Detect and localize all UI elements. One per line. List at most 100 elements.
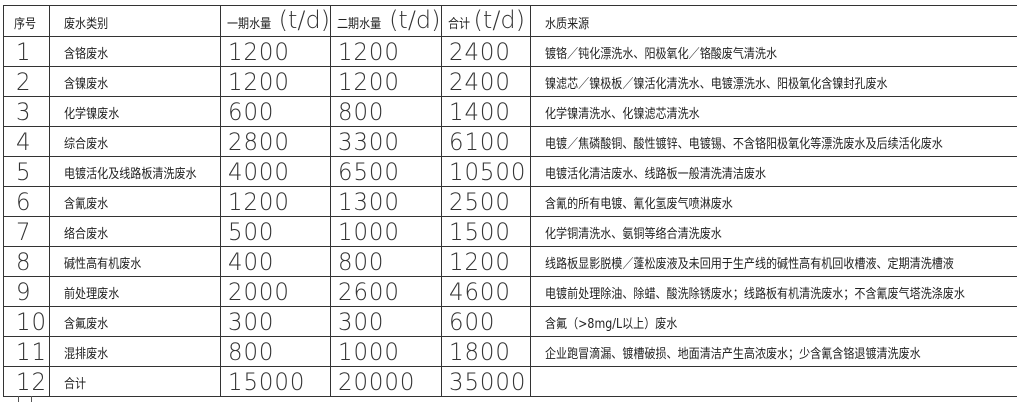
wastewater-type-cell: 碱性高有机废水 <box>48 246 221 277</box>
wastewater-type-cell: 前处理废水 <box>48 276 221 307</box>
water-source-cell: 镍滤芯／镍极板／镍活化清洗水、电镀漂洗水、阳极氧化含镍封孔废水 <box>529 66 1017 97</box>
row-number-cell: 10 <box>3 306 50 337</box>
row-number-cell: 3 <box>3 96 50 127</box>
phase2-volume-cell: 3300 <box>330 126 442 157</box>
row-number: 11 <box>16 338 47 366</box>
water-source-cell: 线路板显影脱模／蓬松废液及未回用于生产线的碱性高有机回收槽液、定期清洗槽液 <box>529 246 1017 277</box>
phase1-volume: 800 <box>227 338 274 366</box>
row-number-cell: 9 <box>3 276 50 307</box>
table-row: 6 含氰废水 1200 1300 2500 含氰的所有电镀、氰化氢废气喷淋废水 <box>3 186 1017 217</box>
wastewater-type: 含氟废水 <box>63 317 108 332</box>
water-source-cell: 电镀／焦磷酸铜、酸性镀锌、电镀锡、不含铬阳极氧化等漂洗废水及后续活化废水 <box>529 126 1017 157</box>
row-number-cell: 1 <box>3 36 50 67</box>
phase2-volume-cell: 2600 <box>330 276 442 307</box>
row-number-cell: 4 <box>3 126 50 157</box>
wastewater-type: 络合废水 <box>63 227 108 242</box>
phase2-volume-cell: 1200 <box>330 66 442 97</box>
phase1-volume-cell: 400 <box>219 246 332 277</box>
wastewater-type-cell: 化学镍废水 <box>48 96 221 127</box>
phase1-volume: 600 <box>227 98 274 126</box>
row-number-cell: 7 <box>3 216 50 247</box>
wastewater-type: 碱性高有机废水 <box>63 257 141 272</box>
row-number: 5 <box>16 158 32 186</box>
water-source: 镍滤芯／镍极板／镍活化清洗水、电镀漂洗水、阳极氧化含镍封孔废水 <box>544 77 888 92</box>
phase2-volume: 1000 <box>338 218 400 246</box>
total-volume-cell: 2500 <box>440 186 531 217</box>
total-volume: 1400 <box>448 98 511 126</box>
header-source: 水质来源 <box>529 5 1017 37</box>
phase1-volume-cell: 2800 <box>219 126 332 157</box>
table-row: 5 电镀活化及线路板清洗废水 4000 6500 10500 电镀活化清洁废水、线路板一般… <box>3 156 1017 187</box>
row-number: 12 <box>16 368 47 396</box>
total-volume-cell: 2400 <box>440 66 531 97</box>
header-no: 序号 <box>3 5 50 37</box>
wastewater-type-cell: 电镀活化及线路板清洗废水 <box>48 156 221 187</box>
wastewater-type-cell: 络合废水 <box>48 216 221 247</box>
table-row: 11 混排废水 800 1000 1800 企业跑冒滴漏、镀槽破损、地面清洁产生高浓废水；… <box>3 336 1017 367</box>
phase1-volume-cell: 4000 <box>219 156 332 187</box>
phase1-volume-cell: 600 <box>219 96 332 127</box>
water-source-cell <box>529 366 1017 397</box>
table-row: 4 综合废水 2800 3300 6100 电镀／焦磷酸铜、酸性镀锌、电镀锡、不含铬阳极氧… <box>3 126 1017 157</box>
phase2-volume-cell: 1000 <box>330 336 442 367</box>
total-volume-cell: 1800 <box>440 336 531 367</box>
header-phase2: 二期水量 (t/d) <box>330 5 442 37</box>
row-number-cell: 6 <box>3 186 50 217</box>
water-source: 电镀前处理除油、除蜡、酸洗除锈废水；线路板有机清洗废水；不含氰废气塔洗涤废水 <box>544 287 965 302</box>
phase1-volume: 500 <box>227 218 274 246</box>
row-number-cell: 8 <box>3 246 50 277</box>
wastewater-type-cell: 含氰废水 <box>48 186 221 217</box>
water-source-cell: 企业跑冒滴漏、镀槽破损、地面清洁产生高浓废水；少含氰含铬退镀清洗废水 <box>529 336 1017 367</box>
phase1-volume: 1200 <box>227 68 290 96</box>
phase2-volume-cell: 1200 <box>330 36 442 67</box>
total-volume: 4600 <box>448 278 511 306</box>
phase1-volume: 400 <box>227 248 274 276</box>
phase2-volume: 300 <box>338 308 385 336</box>
water-source: 企业跑冒滴漏、镀槽破损、地面清洁产生高浓废水；少含氰含铬退镀清洗废水 <box>544 347 921 362</box>
water-source: 化学铜清洗水、氨铜等络合清洗废水 <box>544 227 722 242</box>
phase1-volume-cell: 1200 <box>219 36 332 67</box>
phase2-volume: 1300 <box>338 188 400 216</box>
phase2-volume: 2600 <box>338 278 400 306</box>
phase1-volume: 1200 <box>227 188 290 216</box>
phase1-volume-cell: 2000 <box>219 276 332 307</box>
header-phase1: 一期水量 (t/d) <box>219 5 332 37</box>
water-source-cell: 含氟（>8mg/L以上）废水 <box>529 306 1017 337</box>
wastewater-type-cell: 合计 <box>48 366 221 397</box>
row-number-cell: 5 <box>3 156 50 187</box>
wastewater-type: 含镍废水 <box>63 77 108 92</box>
total-volume: 1200 <box>448 248 511 276</box>
phase1-volume: 300 <box>227 308 274 336</box>
total-volume-cell: 2400 <box>440 36 531 67</box>
wastewater-type-cell: 含氟废水 <box>48 306 221 337</box>
total-volume-cell: 1500 <box>440 216 531 247</box>
wastewater-type: 混排废水 <box>63 347 108 362</box>
water-source-cell: 化学铜清洗水、氨铜等络合清洗废水 <box>529 216 1017 247</box>
table-row: 10 含氟废水 300 300 600 含氟（>8mg/L以上）废水 <box>3 306 1017 337</box>
total-volume: 35000 <box>448 368 526 396</box>
total-volume: 2500 <box>448 188 511 216</box>
phase2-volume: 1200 <box>338 68 400 96</box>
total-volume-cell: 35000 <box>440 366 531 397</box>
table-row: 3 化学镍废水 600 800 1400 化学镍清洗水、化镍滤芯清洗水 <box>3 96 1017 127</box>
row-number: 7 <box>16 218 32 246</box>
wastewater-type: 化学镍废水 <box>63 107 119 122</box>
phase2-volume-cell: 300 <box>330 306 442 337</box>
water-source-cell: 含氰的所有电镀、氰化氢废气喷淋废水 <box>529 186 1017 217</box>
phase2-volume-cell: 1300 <box>330 186 442 217</box>
header-total: 合计 (t/d) <box>440 5 531 37</box>
wastewater-type: 合计 <box>63 377 86 392</box>
table-row: 12 合计 15000 20000 35000 <box>3 366 1017 397</box>
table-row: 1 含铬废水 1200 1200 2400 镀铬／钝化漂洗水、阳极氧化／铬酸废气清洗水 <box>3 36 1017 67</box>
phase1-volume-cell: 800 <box>219 336 332 367</box>
total-volume-cell: 1200 <box>440 246 531 277</box>
phase2-volume: 20000 <box>338 368 416 396</box>
phase1-volume: 15000 <box>227 368 305 396</box>
total-volume-cell: 10500 <box>440 156 531 187</box>
total-volume: 2400 <box>448 38 511 66</box>
wastewater-type-cell: 综合废水 <box>48 126 221 157</box>
table-row: 8 碱性高有机废水 400 800 1200 线路板显影脱模／蓬松废液及未回用于生产线的碱… <box>3 246 1017 277</box>
phase1-volume: 2000 <box>227 278 290 306</box>
wastewater-type-cell: 含镍废水 <box>48 66 221 97</box>
total-volume-cell: 1400 <box>440 96 531 127</box>
